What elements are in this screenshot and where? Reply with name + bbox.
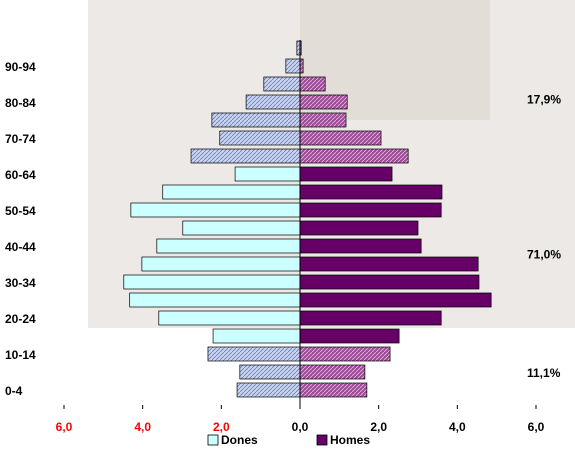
y-tick-label: 90-94	[5, 60, 36, 74]
bar	[219, 130, 301, 146]
x-tick-label: 2,0	[370, 420, 387, 434]
annotation: 17,9%	[527, 93, 561, 107]
bar	[212, 328, 301, 344]
annotation: 11,1%	[527, 366, 561, 380]
y-tick-label: 40-44	[5, 240, 36, 254]
bar	[299, 382, 368, 398]
bar	[299, 148, 409, 164]
bar	[207, 346, 301, 362]
bar	[285, 58, 301, 74]
bar	[162, 184, 301, 200]
bar	[123, 274, 301, 290]
bar	[299, 130, 382, 146]
y-tick-label: 20-24	[5, 312, 36, 326]
bar	[299, 364, 366, 380]
legend-label: Dones	[221, 433, 258, 447]
y-tick-label: 10-14	[5, 348, 36, 362]
bar	[234, 166, 301, 182]
bar	[299, 292, 492, 308]
x-tick-label: 6,0	[528, 420, 545, 434]
bar	[299, 202, 442, 218]
bar	[299, 94, 348, 110]
bar	[129, 292, 301, 308]
bar	[130, 202, 301, 218]
bar	[158, 310, 301, 326]
bar	[190, 148, 301, 164]
bar	[299, 328, 400, 344]
x-tick-label: 6,0	[56, 420, 73, 434]
bar	[211, 112, 301, 128]
bar	[299, 238, 422, 254]
bar	[182, 220, 301, 236]
y-tick-label: 50-54	[5, 204, 36, 218]
bar	[299, 256, 479, 272]
bar	[263, 76, 301, 92]
legend-label: Homes	[330, 433, 370, 447]
y-tick-label: 70-74	[5, 132, 36, 146]
bar	[141, 256, 301, 272]
bar	[299, 112, 347, 128]
y-tick-label: 0-4	[5, 384, 23, 398]
bar	[156, 238, 301, 254]
bar	[299, 220, 419, 236]
legend-swatch	[207, 434, 219, 446]
y-tick-label: 80-84	[5, 96, 36, 110]
bar	[299, 310, 442, 326]
x-tick-label: 0,0	[292, 420, 309, 434]
legend-swatch	[316, 434, 328, 446]
bar	[299, 76, 326, 92]
bar	[299, 346, 391, 362]
bar	[245, 94, 301, 110]
bar	[239, 364, 301, 380]
x-tick-label: 4,0	[134, 420, 151, 434]
y-tick-label: 30-34	[5, 276, 36, 290]
bar	[299, 166, 393, 182]
bar	[299, 184, 443, 200]
annotation: 71,0%	[527, 248, 561, 262]
bar	[236, 382, 301, 398]
x-tick-label: 2,0	[213, 420, 230, 434]
y-tick-label: 60-64	[5, 168, 36, 182]
bar	[299, 274, 480, 290]
x-tick-label: 4,0	[449, 420, 466, 434]
